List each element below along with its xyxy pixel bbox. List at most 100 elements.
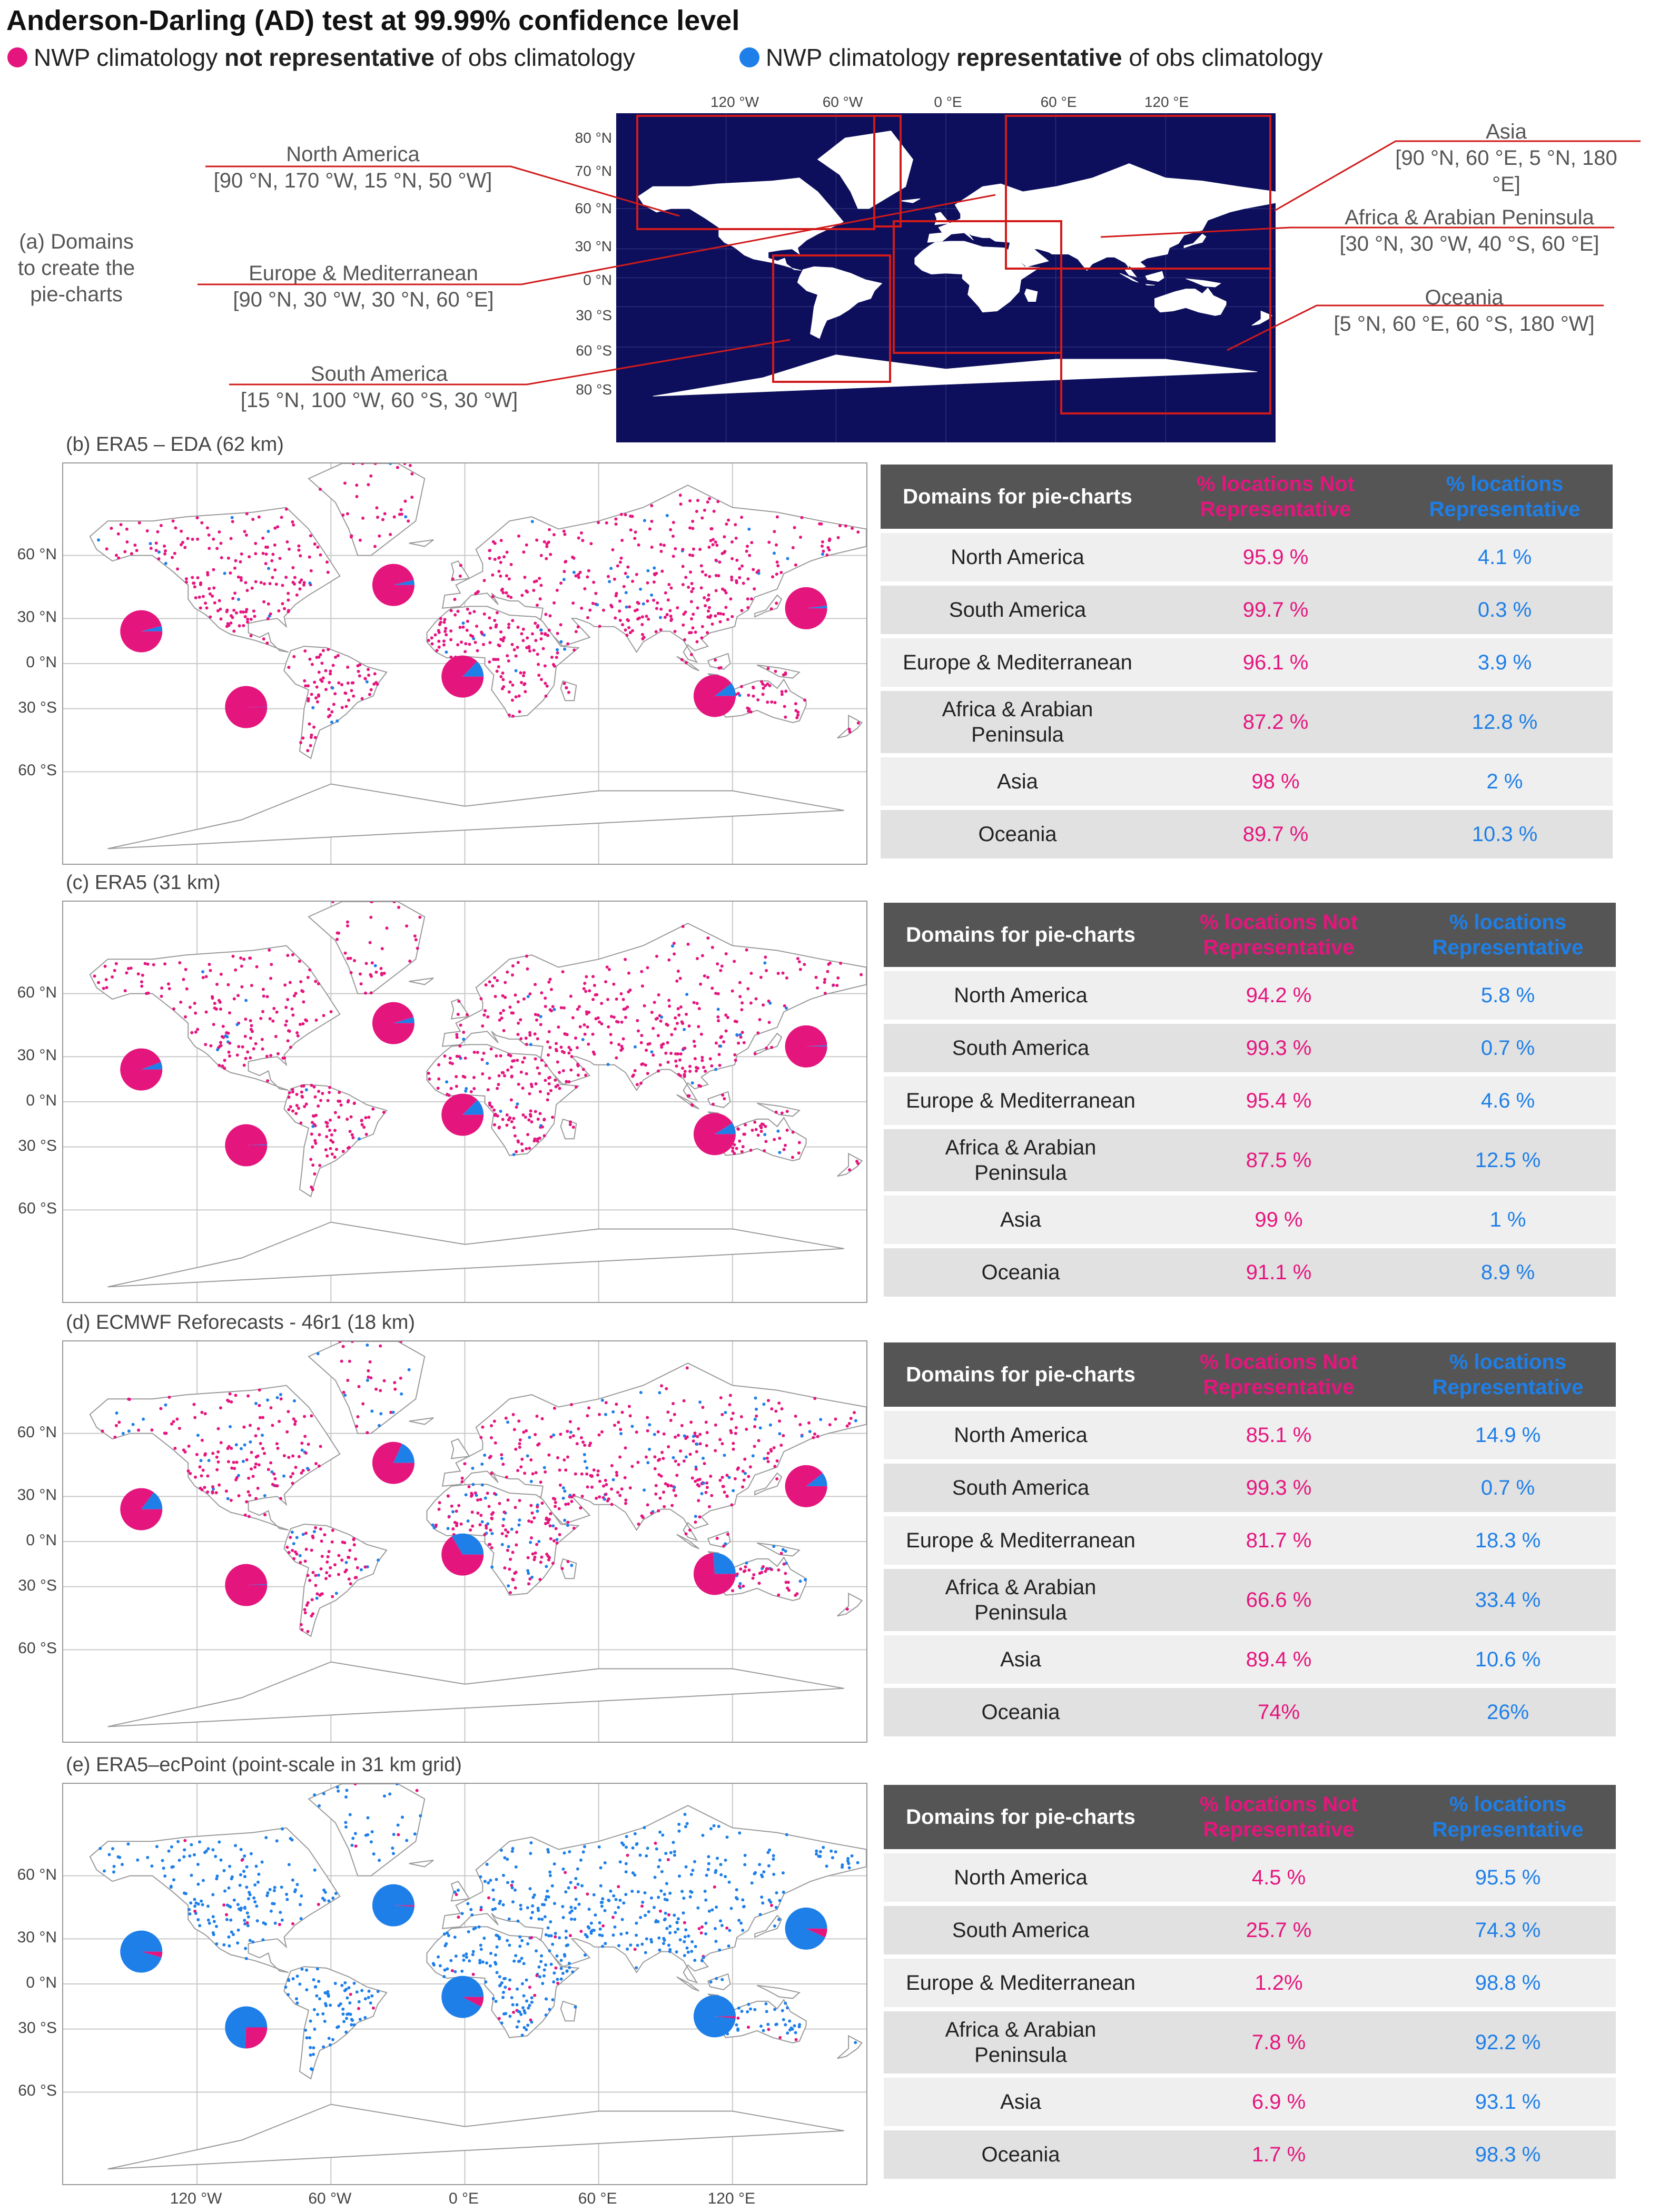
domain-name: South America (310, 362, 448, 386)
not-representative-cell: 1.2% (1158, 1959, 1400, 2007)
not-representative-cell: 7.8 % (1158, 2011, 1400, 2073)
panel-map-0 (62, 462, 867, 865)
pie-slice-representative (141, 626, 163, 631)
lat-tick-2-3: 30 °S (18, 1576, 57, 1594)
lon-tick-0: 120 °W (170, 2190, 222, 2207)
pie-slice-not-representative (693, 1553, 736, 1595)
pie-slice-representative (441, 1976, 484, 2018)
domain-cell: Europe & Mediterranean (884, 1959, 1158, 2007)
top-lon-tick-4: 120 °E (1144, 94, 1189, 110)
pie-oceania (693, 675, 736, 717)
table-row: Oceania 91.1 % 8.9 % (884, 1248, 1616, 1297)
domain-bounds: [5 °N, 60 °E, 60 °S, 180 °W] (1334, 312, 1595, 335)
representative-cell: 10.6 % (1400, 1635, 1616, 1684)
representative-cell: 14.9 % (1400, 1411, 1616, 1459)
domain-map-land-10 (1145, 284, 1155, 285)
header-not-rep-line1: % locations Not (1196, 472, 1355, 496)
land-outline (754, 594, 783, 618)
domain-name: Oceania (1425, 286, 1504, 309)
land-outline (308, 1784, 426, 1877)
domains-panel-label: (a) Domains to create the pie-charts (17, 230, 135, 306)
land-outline (283, 646, 388, 759)
pie-table-3: Domains for pie-charts% locations Not Rep… (884, 1781, 1616, 2183)
header-domain: Domains for pie-charts (884, 1342, 1158, 1407)
pie-table-1: Domains for pie-charts% locations Not Rep… (884, 898, 1616, 1301)
lon-tick-2: 0 °E (448, 2190, 479, 2207)
left-lat-tick-3: 30 °N (575, 238, 612, 254)
land-outline (409, 1417, 434, 1425)
representative-cell: 95.5 % (1400, 1853, 1616, 1902)
land-outline (107, 1221, 844, 1288)
pie-south-america (225, 1124, 268, 1167)
left-lat-tick-7: 80 °S (576, 381, 612, 398)
pie-africa-arabian-peninsula (441, 1976, 484, 2018)
blue-dot-icon (739, 47, 759, 67)
pie-slice-not-representative (462, 1997, 484, 2007)
not-representative-cell: 99.3 % (1158, 1464, 1400, 1512)
land-outline (756, 1542, 801, 1557)
pie-slice-not-representative (393, 1905, 414, 1907)
pie-slice-representative (452, 1533, 484, 1555)
not-representative-cell: 94.2 % (1158, 971, 1400, 1020)
pie-europe-mediterranean (372, 564, 414, 606)
pie-europe-mediterranean (372, 1441, 414, 1484)
legend-not-rep-prefix: NWP climatology (34, 44, 225, 71)
header-not-rep-line2: Representative (1203, 936, 1355, 959)
not-representative-cell: 99.3 % (1158, 1024, 1400, 1072)
domain-cell: Oceania (884, 2130, 1158, 2179)
domain-cell: Africa & Arabian Peninsula (884, 1569, 1158, 1631)
pie-south-america (225, 2006, 268, 2049)
pie-slice-not-representative (120, 610, 163, 653)
land-outline (308, 463, 426, 556)
land-outline (283, 1084, 388, 1198)
domains-map-svg (616, 113, 1276, 442)
pie-slice-not-representative (693, 675, 736, 717)
pie-africa-arabian-peninsula (441, 1533, 484, 1576)
land-outline (409, 977, 434, 985)
domain-label-5: Oceania [5 °N, 60 °E, 60 °S, 180 °W] (1327, 284, 1601, 337)
table-row: South America 99.3 % 0.7 % (884, 1464, 1616, 1512)
land-outline (676, 1534, 699, 1549)
domain-name: North America (286, 143, 420, 166)
pink-dot-icon (7, 47, 27, 67)
not-representative-cell: 66.6 % (1158, 1569, 1400, 1631)
pie-slice-not-representative (372, 1002, 414, 1044)
not-representative-cell: 89.4 % (1158, 1635, 1400, 1684)
not-representative-cell: 99.7 % (1154, 586, 1397, 634)
domain-cell: Africa & Arabian Peninsula (884, 2011, 1158, 2073)
land-outline (837, 1152, 863, 1177)
land-outline (89, 1385, 341, 1531)
representative-cell: 98.3 % (1400, 2130, 1616, 2179)
representative-cell: 0.7 % (1400, 1464, 1616, 1512)
pie-slice-not-representative (141, 1951, 163, 1958)
domain-label-4: Africa & Arabian Peninsula [30 °N, 30 °W,… (1301, 204, 1638, 257)
pie-table-2: Domains for pie-charts% locations Not Rep… (884, 1338, 1616, 1741)
pie-table-grid: Domains for pie-charts% locations Not Rep… (881, 460, 1613, 863)
lat-tick-3-3: 30 °S (18, 2019, 57, 2037)
pie-slice-not-representative (785, 587, 827, 629)
domain-cell: North America (881, 533, 1154, 581)
pie-oceania (693, 1113, 736, 1156)
table-row: North America 95.9 % 4.1 % (881, 533, 1613, 581)
domain-cell: Oceania (884, 1688, 1158, 1736)
land-outline (107, 1661, 844, 1727)
station-dots (97, 463, 860, 753)
land-outline (409, 539, 434, 547)
representative-cell: 33.4 % (1400, 1569, 1616, 1631)
representative-cell: 1 % (1400, 1196, 1616, 1244)
representative-cell: 3.9 % (1397, 638, 1613, 687)
top-lon-tick-1: 60 °W (822, 94, 863, 110)
not-representative-cell: 74% (1158, 1688, 1400, 1736)
domain-cell: Europe & Mediterranean (881, 638, 1154, 687)
pie-slice-not-representative (714, 2016, 736, 2019)
land-outline (89, 507, 341, 653)
not-representative-cell: 95.4 % (1158, 1077, 1400, 1125)
pie-slice-representative (393, 1444, 414, 1463)
panel-title-1: (c) ERA5 (31 km) (66, 872, 221, 894)
legend-rep-suffix: of obs climatology (1122, 44, 1323, 71)
not-representative-cell: 85.1 % (1158, 1411, 1400, 1459)
pie-slice-representative (246, 1584, 268, 1585)
domain-map-land-9 (1120, 273, 1139, 283)
panel-map-2 (62, 1340, 867, 1743)
station-dots (101, 1341, 857, 1633)
